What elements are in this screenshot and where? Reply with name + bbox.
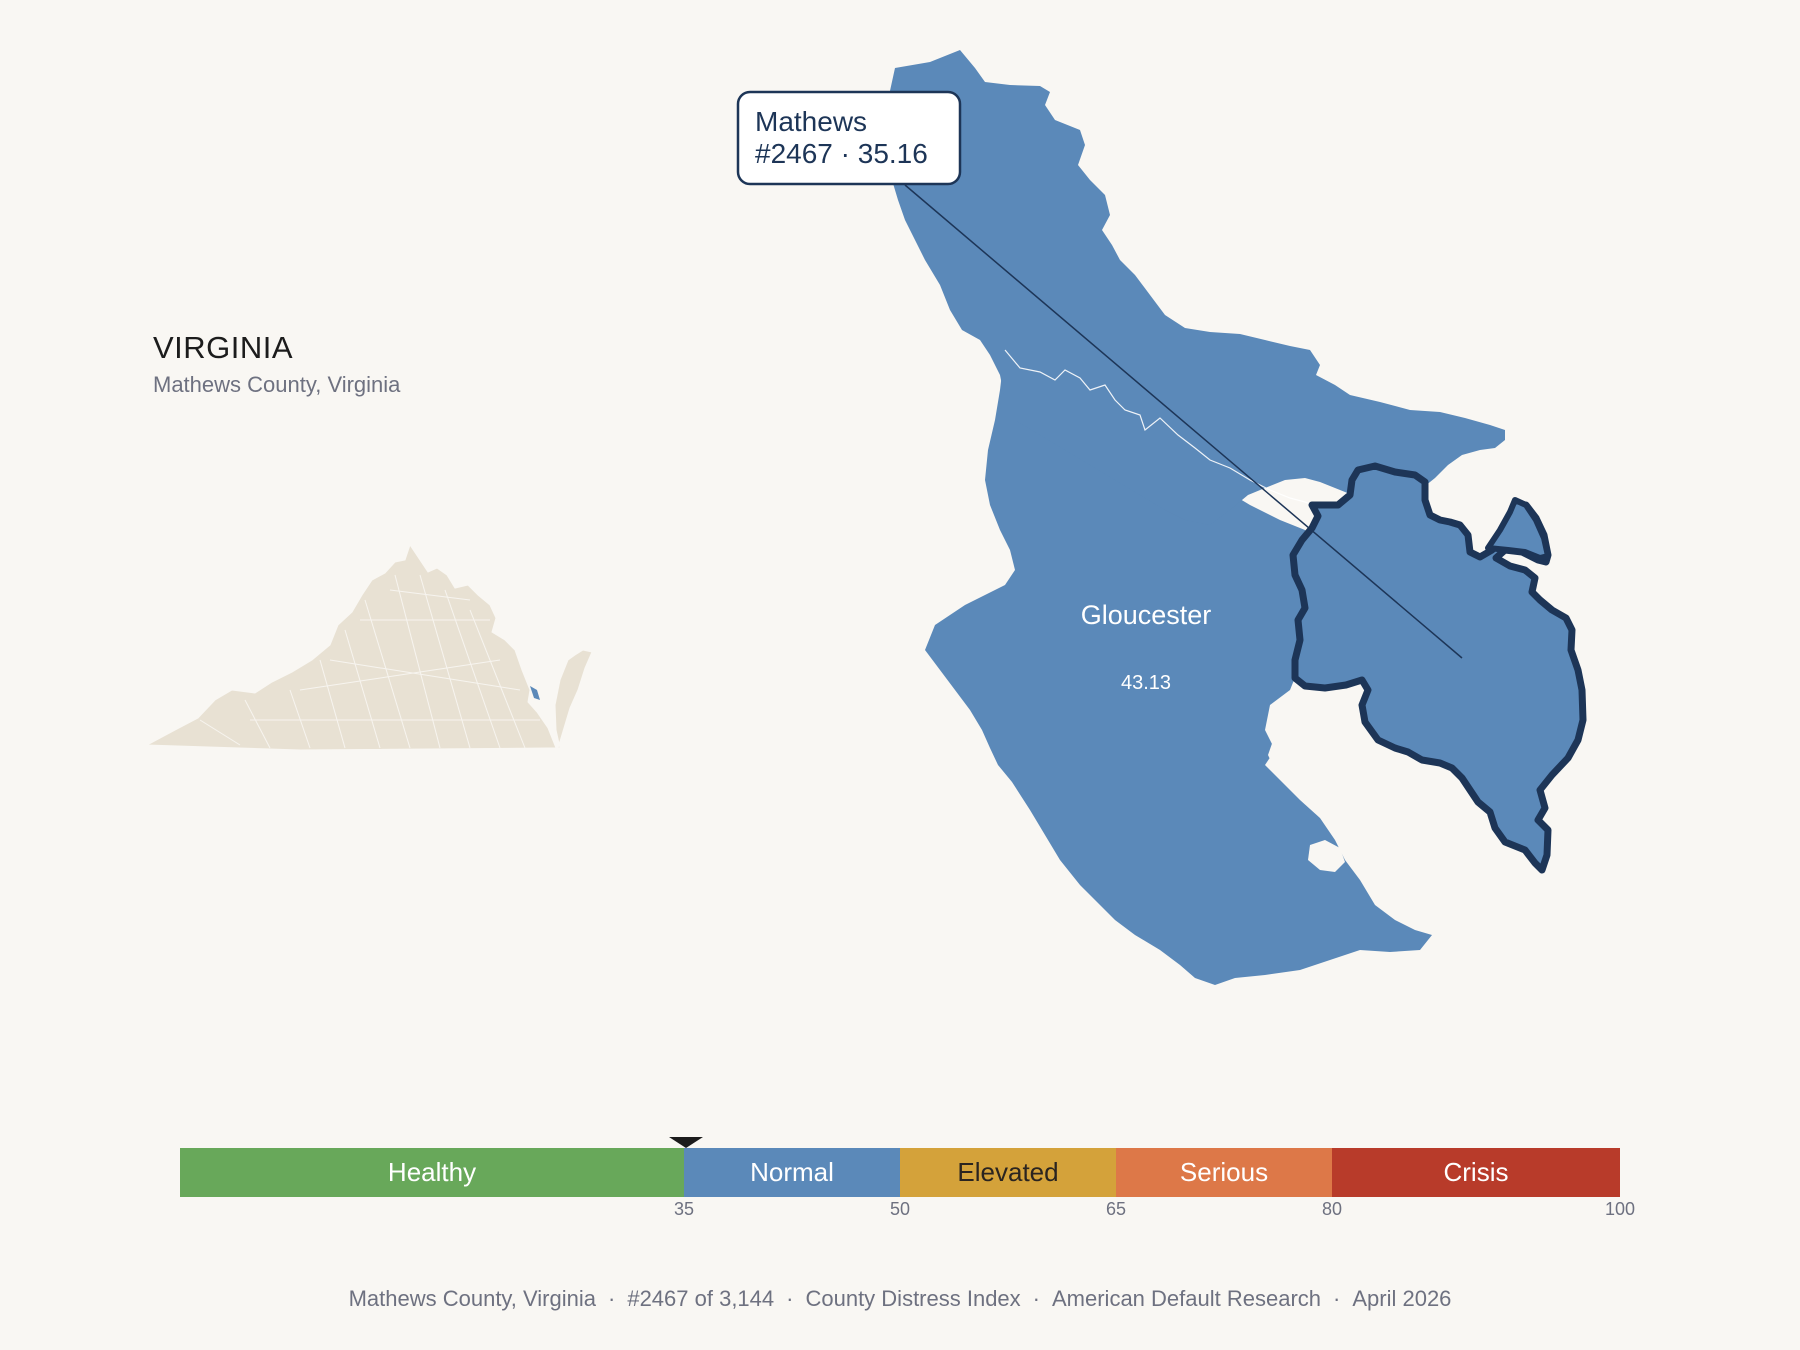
county-boundary-river — [1004, 349, 1321, 509]
scale-tick: 65 — [1105, 1199, 1127, 1219]
score-marker-icon — [669, 1137, 703, 1148]
gloucester-county-shape — [925, 348, 1432, 985]
scale-tick: 80 — [1321, 1199, 1343, 1219]
county-subtitle: Mathews County, Virginia — [153, 372, 401, 397]
water-inlet — [1308, 840, 1345, 872]
scale-tick: 35 — [673, 1199, 695, 1219]
state-title: VIRGINIA — [153, 330, 294, 365]
neighbor-county-label: Gloucester — [1081, 600, 1212, 630]
footer-date: April 2026 — [1352, 1286, 1452, 1311]
scale-segment-normal: Normal — [684, 1148, 900, 1197]
virginia-state-shape — [145, 543, 593, 751]
callout-leader-line — [904, 184, 1463, 659]
mathews-northern-peninsula — [1485, 497, 1551, 561]
callout-rank-score: #2467 · 35.16 — [755, 138, 928, 169]
neighbor-county-value: 43.13 — [1121, 672, 1171, 694]
callout-county-name: Mathews — [755, 106, 867, 137]
scale-tick: 50 — [889, 1199, 911, 1219]
footer-index: County Distress Index — [805, 1286, 1021, 1311]
mathews-inset-highlight — [530, 686, 540, 700]
scale-segment-serious: Serious — [1116, 1148, 1332, 1197]
footer-source: American Default Research — [1052, 1286, 1322, 1311]
footer: Mathews County, Virginia · #2467 of 3,144 ·… — [348, 1286, 1452, 1311]
water-inlet — [1268, 728, 1335, 795]
scale-tick: 100 — [1604, 1199, 1636, 1219]
virginia-inset-map — [145, 543, 593, 751]
county-callout: Mathews #2467 · 35.16 — [736, 90, 962, 186]
distress-scale-bar: Healthy Normal Elevated Serious Crisis — [180, 1148, 1620, 1197]
scale-segment-healthy: Healthy — [180, 1148, 684, 1197]
footer-county: Mathews County, Virginia — [348, 1286, 596, 1311]
northern-county-shape — [885, 50, 1505, 525]
scale-segment-crisis: Crisis — [1332, 1148, 1620, 1197]
footer-rank: #2467 of 3,144 — [627, 1286, 775, 1311]
scale-segment-elevated: Elevated — [900, 1148, 1116, 1197]
